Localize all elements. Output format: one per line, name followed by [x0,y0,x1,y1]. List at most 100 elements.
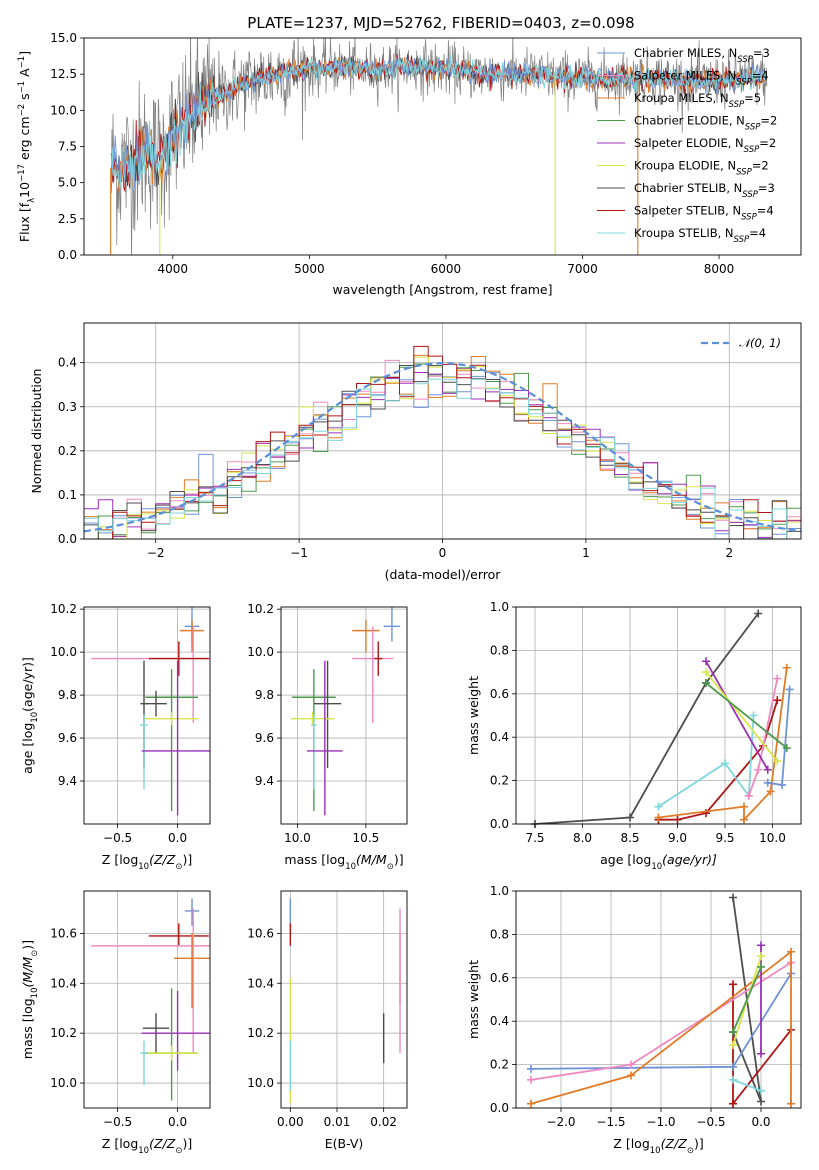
weight-marker-kroupa_elodie [729,1041,737,1050]
y-tick-label: 15.0 [50,31,77,45]
legend-label-kroupa_miles: Kroupa MILES, NSSP=5 [634,91,761,110]
axes-frame [83,606,211,825]
figure-title: PLATE=1237, MJD=52762, FIBERID=0403, z=0… [247,14,634,32]
weight-marker-chabrier_miles [785,685,794,694]
x-tick-label: 8000 [704,262,735,276]
y-tick-label: 9.4 [255,774,274,788]
y-tick-label: 0.4 [490,1014,509,1028]
weight-marker-chabrier_elodie [757,962,765,971]
x-tick-label: 0.0 [751,1115,770,1129]
histogram-kroupa_stelib [84,378,801,539]
x-tick-label: 10.0 [759,831,786,845]
weight-marker-salpeter_stelib [773,696,782,705]
weight-marker-salpeter_elodie [757,1049,765,1058]
legend-label-kroupa_elodie: Kroupa ELODIE, NSSP=2 [634,159,769,178]
legend-label-salpeter_stelib: Salpeter STELIB, NSSP=4 [634,204,774,223]
mass-vs-metallicity-panel: −0.5 0.0 10.0 10.2 10.4 10.6 Z [log10(Z/Z⊙)] ma… [20,890,211,1156]
weight-marker-chabrier_miles [778,780,786,789]
weight-marker-kroupa_miles [740,815,748,824]
y-tick-label: 9.8 [58,688,77,702]
weight-marker-salpeter_miles [527,1075,535,1084]
y-axis-label: age [log10(age/yr)] [20,657,40,774]
weight-marker-chabrier_miles [527,1064,535,1073]
x-tick-label: −1.5 [596,1115,625,1129]
x-tick-label: 1 [582,546,590,560]
weight-vs-metallicity-panel: −2.0 −1.5 −1.0 −0.5 0.0 0.0 0.2 0.4 0.6 0.8 1.0 Z [… [466,884,802,1156]
weight-marker-salpeter_elodie [763,765,772,774]
y-tick-label: 10.2 [247,602,274,616]
legend-label-chabrier_elodie: Chabrier ELODIE, NSSP=2 [634,114,777,133]
x-tick-label: 10.0 [284,831,311,845]
axes-frame [83,890,211,1109]
weight-line-chabrier_elodie [705,682,788,749]
y-tick-label: 10.0 [247,1076,274,1090]
y-tick-label: 1.0 [490,600,509,614]
weight-marker-chabrier_elodie [729,1028,737,1037]
x-tick-label: 0.01 [324,1115,351,1129]
y-tick-label: 10.4 [247,976,274,990]
weight-marker-chabrier_stelib [754,609,763,618]
weight-line-kroupa_stelib [658,715,755,808]
weight-marker-kroupa_elodie [773,757,782,766]
x-tick-label: 8.0 [573,831,592,845]
y-tick-label: 7.5 [58,140,77,154]
y-axis-label: Normed distribution [29,369,44,494]
y-tick-label: 2.5 [58,212,77,226]
legend-label-normal: 𝒩(0, 1) [739,336,781,350]
weight-marker-salpeter_miles [773,674,782,683]
weight-marker-salpeter_miles [627,1060,635,1069]
legend-label-salpeter_miles: Salpeter MILES, NSSP=4 [634,69,769,88]
weight-marker-kroupa_stelib [729,1075,737,1084]
x-tick-label: 10.5 [353,831,380,845]
residual-histogram-panel: −2 −1 0 1 2 0.0 0.1 0.2 0.3 0.4 (data-model)/error… [29,322,802,582]
histogram-chabrier_stelib [84,365,801,539]
weight-marker-chabrier_miles [729,1062,737,1071]
y-tick-label: 9.6 [255,731,274,745]
x-tick-label: 9.5 [715,831,734,845]
y-tick-label: 0.2 [490,1058,509,1072]
x-tick-label: −0.5 [696,1115,725,1129]
x-tick-label: 0.02 [370,1115,397,1129]
y-tick-label: 5.0 [58,176,77,190]
y-tick-label: 0.6 [490,971,509,985]
x-tick-label: −0.5 [103,831,132,845]
weight-marker-kroupa_stelib [757,1086,765,1095]
weight-marker-salpeter_elodie [702,657,710,666]
weight-marker-kroupa_miles [627,1071,635,1080]
weight-marker-kroupa_miles [527,1099,535,1108]
normal-curve [84,361,801,533]
y-tick-label: 0.8 [490,643,509,657]
weight-marker-kroupa_miles [787,947,795,956]
weight-marker-chabrier_elodie [702,678,710,687]
x-tick-label: 0 [439,546,447,560]
weight-marker-salpeter_elodie [757,941,765,950]
weight-vs-age-panel: 7.5 8.0 8.5 9.0 9.5 10.0 0.0 0.2 0.4 0.6 0.8 1.0 age… [466,600,802,872]
weight-line-kroupa_stelib [732,1078,762,1092]
legend-label-chabrier_stelib: Chabrier STELIB, NSSP=3 [634,181,775,200]
x-axis-label: mass [log10(M/M⊙)] [284,852,403,872]
y-tick-label: 10.0 [50,103,77,117]
weight-marker-kroupa_elodie [757,952,765,961]
y-tick-label: 12.5 [50,67,77,81]
y-tick-label: 10.0 [50,1076,77,1090]
weight-marker-kroupa_elodie [702,668,710,677]
x-tick-label: −1 [290,546,308,560]
weight-marker-chabrier_stelib [729,893,737,902]
y-tick-label: 0.6 [490,687,509,701]
weight-marker-kroupa_miles [740,802,748,811]
y-axis-label: mass weight [466,960,481,1039]
age-vs-mass-panel: 10.0 10.5 9.4 9.6 9.8 10.0 10.2 mass [log10(M/M… [247,602,408,872]
axes-frame [515,606,802,825]
weight-marker-kroupa_miles [787,1099,795,1108]
x-tick-label: 6000 [431,262,462,276]
age-vs-metallicity-panel: −0.5 0.0 9.4 9.6 9.8 10.0 10.2 Z [log10(Z/Z⊙)] a… [20,602,211,872]
x-tick-label: −2 [147,546,165,560]
y-tick-label: 9.8 [255,688,274,702]
mass-vs-extinction-panel: 0.00 0.01 0.02 10.0 10.2 10.4 10.6 E(B-V) [247,890,408,1151]
y-tick-label: 0.0 [58,532,77,546]
y-tick-label: 0.8 [490,927,509,941]
y-tick-label: 1.0 [490,884,509,898]
weight-marker-salpeter_stelib [729,980,737,989]
weight-marker-kroupa_miles [782,663,791,672]
legend-label-chabrier_miles: Chabrier MILES, NSSP=3 [634,46,770,65]
